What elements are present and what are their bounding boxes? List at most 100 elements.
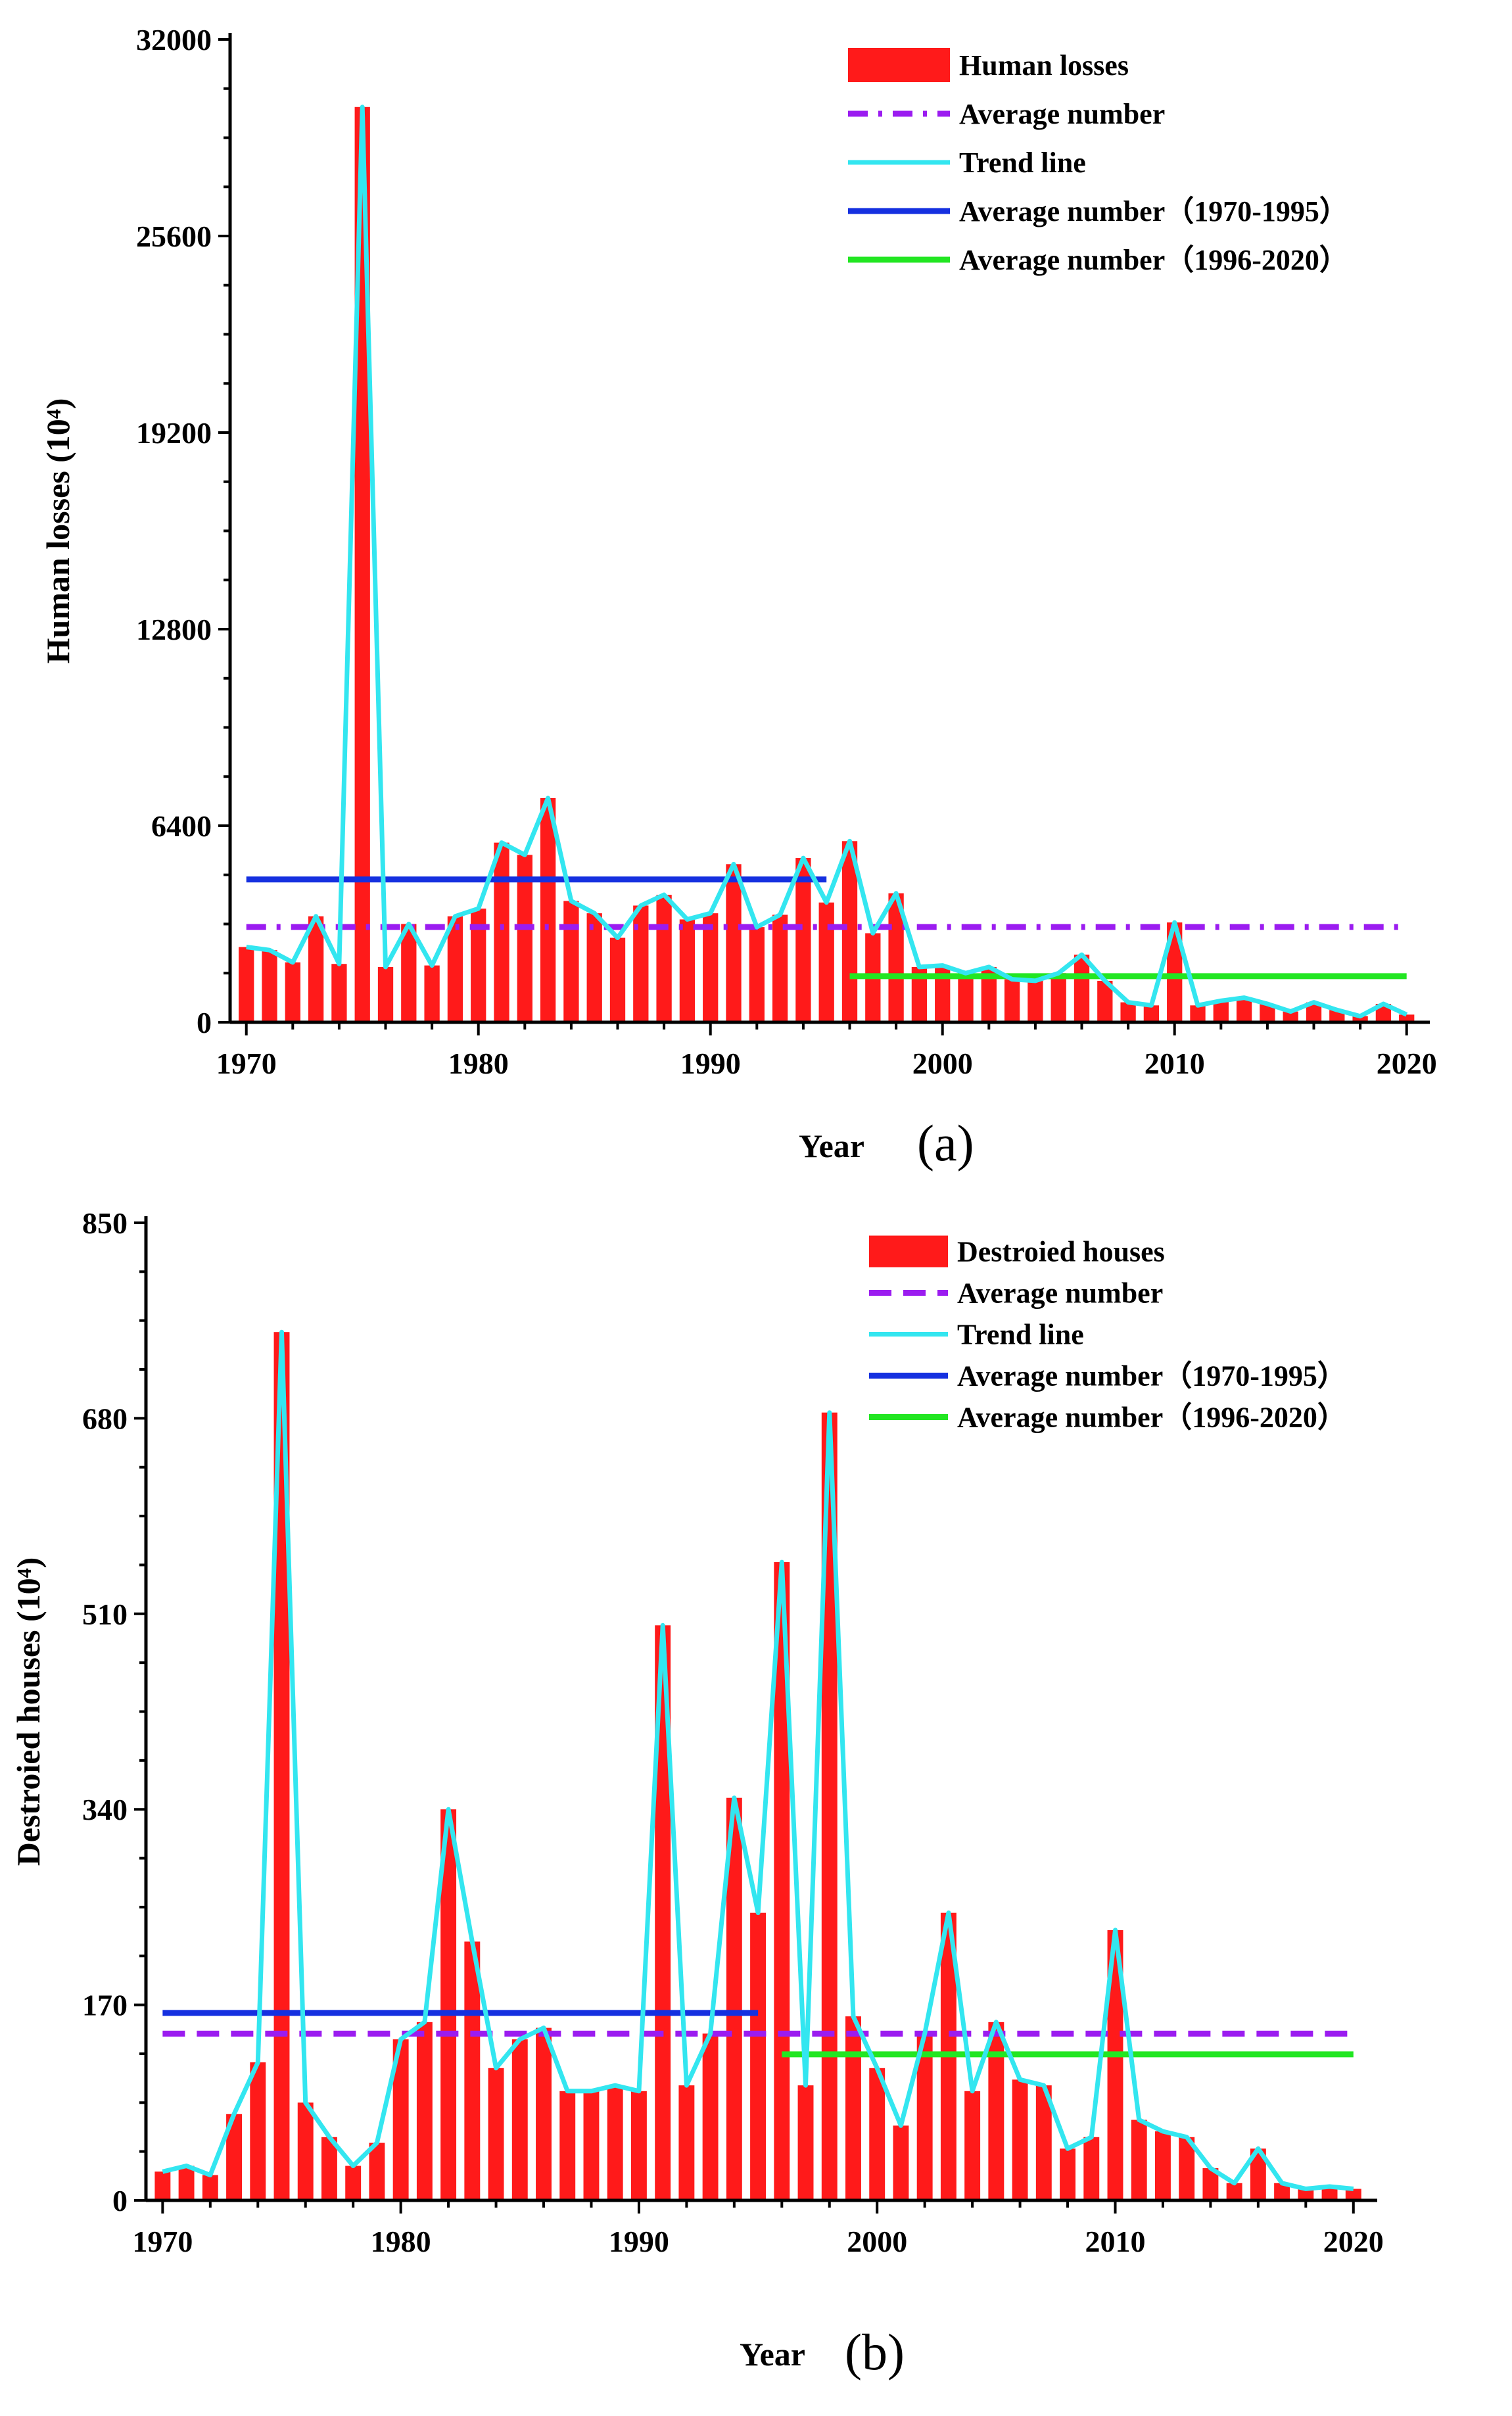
legend-label: Average number（1996-2020）	[957, 1402, 1346, 1434]
x-tick-label: 2020	[1377, 1047, 1437, 1080]
chart-panel-b: 0 170 340 510 680 850 1970 1980 1990 2000 2010 2020…	[10, 1206, 1384, 2380]
legend-label: Average number（1970-1995）	[959, 195, 1348, 227]
bar-1979	[447, 916, 463, 1022]
bar-1974	[250, 2062, 266, 2200]
bar-2002	[916, 2033, 933, 2200]
bar-2014	[1202, 2168, 1219, 2200]
bar-1970	[154, 2171, 171, 2200]
bar-2013	[1179, 2137, 1195, 2200]
bar-2011	[1131, 2120, 1147, 2200]
bar-1993	[772, 914, 788, 1022]
x-tick-label: 1970	[216, 1047, 277, 1080]
legend-label: Average number（1996-2020）	[959, 244, 1348, 276]
x-tick-label: 1980	[448, 1047, 509, 1080]
bar-2000	[935, 965, 951, 1022]
bar-2007	[1097, 980, 1113, 1022]
legend-label: Destroied houses	[957, 1236, 1165, 1268]
x-axis-title: Year	[799, 1127, 864, 1164]
bar-2005	[1051, 973, 1066, 1022]
bar-2012	[1154, 2131, 1171, 2200]
legend-label: Trend line	[959, 147, 1086, 179]
bar-1980	[471, 909, 486, 1022]
bar-1992	[749, 927, 765, 1022]
y-tick-label: 19200	[136, 416, 212, 450]
trend-line	[246, 105, 1408, 1019]
bar-2009	[1143, 1005, 1160, 1022]
y-tick-label: 340	[82, 1793, 128, 1826]
bar-2017	[1274, 2183, 1290, 2200]
bar-1990	[630, 2091, 647, 2200]
bar-1984	[488, 2068, 504, 2200]
bar-2011	[1190, 1005, 1206, 1022]
bar-1989	[679, 919, 696, 1022]
y-tick-label: 680	[82, 1402, 128, 1435]
bar-1987	[633, 905, 649, 1022]
bar-2015	[1283, 1011, 1298, 1022]
bar-1987	[559, 2091, 576, 2200]
bar-1982	[440, 1809, 457, 2200]
bar-1980	[392, 2039, 409, 2200]
y-tick-label: 850	[82, 1206, 128, 1240]
bar-1991	[655, 1625, 671, 2200]
bar-1997	[797, 2085, 814, 2200]
bar-2016	[1250, 2148, 1266, 2200]
y-axis-title: Human losses (10⁴)	[39, 398, 76, 664]
bar-1978	[345, 2166, 362, 2200]
bar-2006	[1074, 955, 1090, 1022]
bar-2015	[1226, 2183, 1242, 2200]
bar-2005	[988, 2022, 1004, 2200]
bar-1974	[331, 964, 347, 1022]
bar-1989	[607, 2085, 623, 2200]
bar-1970	[239, 947, 254, 1022]
x-tick-label: 1980	[371, 2225, 431, 2258]
y-tick-label: 6400	[151, 809, 212, 843]
x-tick-label: 2000	[912, 1047, 973, 1080]
bar-1971	[178, 2166, 195, 2200]
bar-2001	[893, 2125, 909, 2200]
bar-1994	[726, 1797, 742, 2200]
bar-1995	[818, 902, 834, 1022]
bar-1981	[494, 842, 509, 1022]
legend-label: Trend line	[957, 1319, 1084, 1351]
y-tick-label: 25600	[136, 220, 212, 253]
x-tick-label: 2010	[1085, 2225, 1145, 2258]
trend-line	[162, 1329, 1354, 2191]
bar-2003	[1004, 979, 1020, 1022]
bar-2020	[1399, 1014, 1415, 1022]
bar-2010	[1167, 922, 1183, 1022]
bar-2001	[958, 973, 974, 1022]
bar-1971	[262, 950, 277, 1022]
bar-1983	[464, 1941, 481, 2200]
y-tick-label: 0	[197, 1006, 212, 1039]
legend-swatch-bar	[869, 1235, 948, 1267]
bar-1985	[511, 2039, 528, 2200]
legend-swatch-bar	[848, 48, 950, 82]
bar-1979	[369, 2143, 385, 2200]
bar-2018	[1352, 1016, 1368, 1022]
bar-1986	[609, 937, 626, 1022]
bar-1996	[774, 1562, 790, 2200]
bar-1983	[540, 797, 556, 1022]
bar-2004	[964, 2091, 981, 2200]
bar-2018	[1298, 2189, 1314, 2200]
bar-1998	[821, 1412, 838, 2200]
bar-2016	[1306, 1002, 1322, 1022]
panel-label: (a)	[917, 1114, 974, 1172]
panel-label: (b)	[845, 2323, 905, 2380]
x-tick-label: 2020	[1323, 2225, 1384, 2258]
bar-2009	[1083, 2137, 1100, 2200]
legend-label: Average number	[957, 1277, 1163, 1310]
legend-label: Average number	[959, 98, 1165, 130]
bar-1973	[308, 916, 324, 1022]
bar-1975	[354, 107, 370, 1022]
x-tick-label: 2000	[847, 2225, 907, 2258]
bar-2004	[1028, 980, 1043, 1022]
y-tick-label: 510	[82, 1598, 128, 1631]
x-tick-label: 1990	[680, 1047, 741, 1080]
bar-1982	[517, 855, 532, 1022]
bar-2012	[1213, 1001, 1229, 1022]
bar-1999	[911, 966, 928, 1022]
bar-1973	[226, 2114, 242, 2200]
bar-1998	[888, 893, 904, 1022]
bar-2014	[1260, 1003, 1275, 1022]
